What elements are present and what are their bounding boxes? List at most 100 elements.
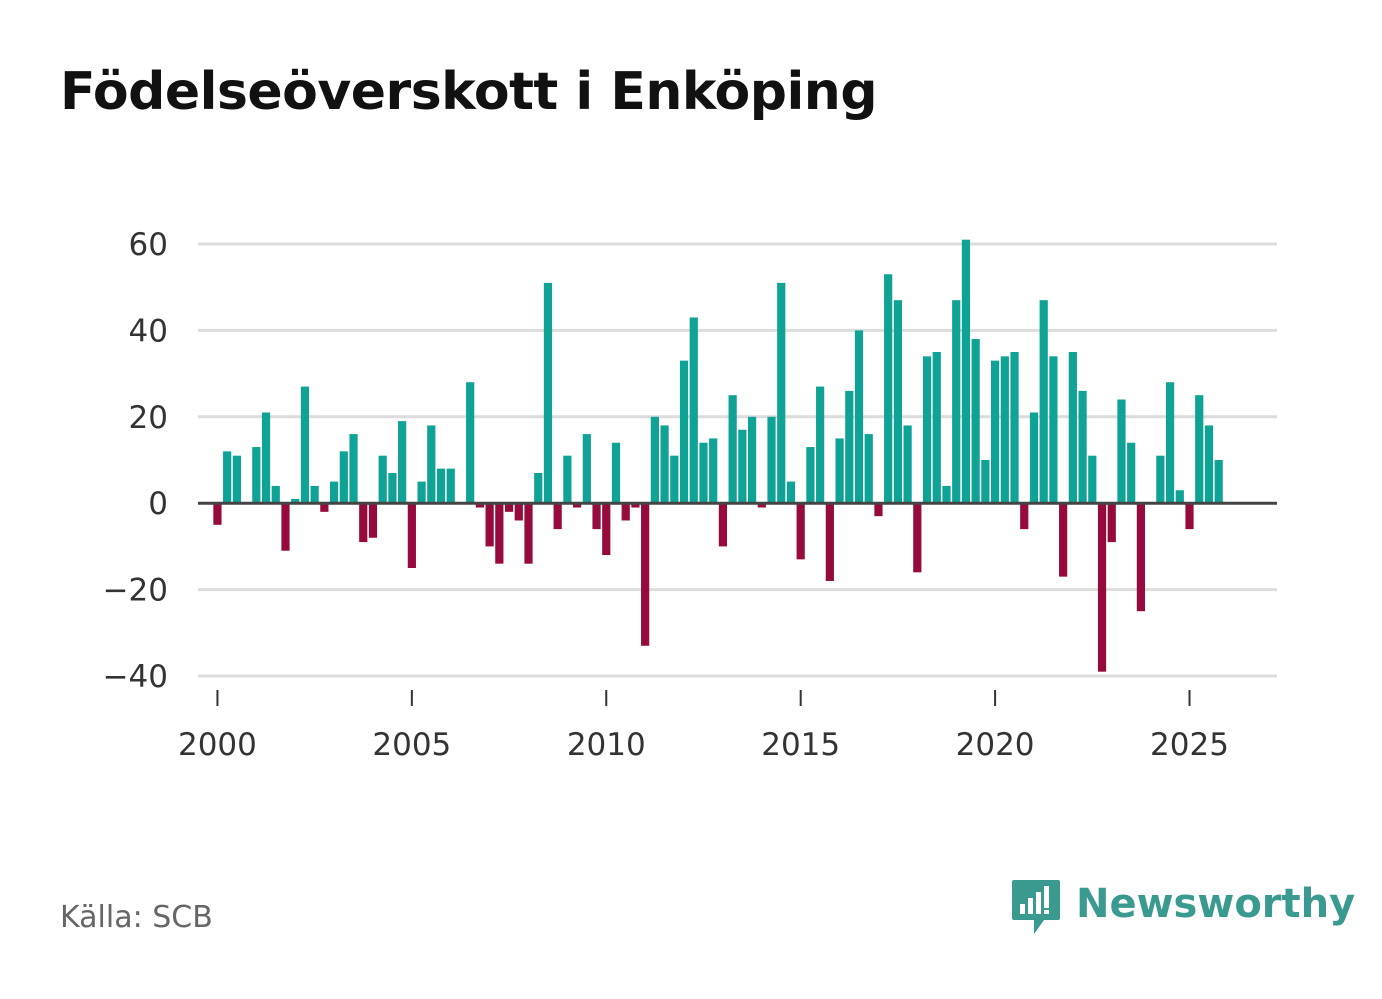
bar (631, 503, 640, 508)
bar (718, 503, 728, 547)
bar (1020, 503, 1029, 530)
bar (884, 274, 893, 504)
bar (1127, 442, 1136, 504)
bar (475, 503, 484, 508)
bar (427, 425, 436, 504)
bar (913, 503, 922, 573)
bar (679, 360, 689, 504)
x-tick-label: 2025 (1150, 727, 1229, 763)
bar (232, 455, 241, 504)
bar (495, 503, 504, 564)
bar (777, 282, 786, 504)
bar (796, 503, 805, 560)
bar (1049, 356, 1058, 504)
bar (699, 442, 708, 504)
bar (1136, 503, 1146, 612)
bar (1010, 352, 1019, 504)
bar (845, 390, 854, 504)
y-axis-ticks: 60 40 20 0 −20 −40 (103, 227, 168, 695)
bar (534, 472, 543, 504)
bar (670, 455, 679, 504)
bar (1107, 503, 1116, 543)
bar (971, 339, 980, 504)
bar (922, 356, 932, 504)
bar (1088, 455, 1097, 504)
bar (932, 352, 941, 504)
bar (1204, 425, 1214, 504)
newsworthy-icon (1012, 880, 1060, 934)
gridlines (198, 242, 1277, 678)
bar (524, 503, 533, 564)
bar (709, 438, 718, 504)
bar (767, 416, 776, 504)
bar (689, 317, 698, 504)
bar (621, 503, 630, 521)
bar (417, 481, 426, 504)
bar (602, 503, 611, 556)
bars (213, 239, 1223, 672)
bar (407, 503, 416, 568)
x-tick-label: 2010 (567, 727, 646, 763)
chart-svg: 60 40 20 0 −20 −40 2000 2005 2010 2015 2020 2025 (103, 227, 1277, 763)
brand-name: Newsworthy (1076, 881, 1356, 927)
bar (573, 503, 582, 508)
bar (349, 434, 358, 504)
bar (466, 382, 475, 504)
bar (485, 503, 494, 547)
bar (368, 503, 378, 538)
bar (1078, 390, 1087, 504)
x-tick-label: 2020 (956, 727, 1035, 763)
bar (339, 451, 348, 504)
bar (641, 503, 650, 646)
y-tick-label: −20 (103, 573, 168, 609)
bar (1000, 356, 1009, 504)
bar (864, 434, 873, 504)
bar (738, 429, 747, 504)
bar (378, 455, 387, 504)
y-tick-label: −40 (103, 659, 168, 695)
bar (271, 485, 280, 504)
bar (1029, 412, 1039, 504)
x-axis-ticks: 2000 2005 2010 2015 2020 2025 (178, 690, 1229, 763)
bar (1214, 460, 1223, 504)
bar (514, 503, 523, 521)
bar (223, 451, 232, 504)
bar (592, 503, 601, 530)
bar (835, 438, 844, 504)
bar (747, 416, 757, 504)
bar (504, 503, 514, 512)
x-tick-label: 2015 (761, 727, 840, 763)
brand-logo: Newsworthy (1010, 878, 1355, 940)
chart-title: Födelseöverskott i Enköping (60, 62, 878, 122)
bar (359, 503, 368, 543)
bar (582, 434, 591, 504)
bar (1068, 352, 1077, 504)
bar (728, 395, 737, 504)
x-tick-label: 2005 (372, 727, 451, 763)
bar (854, 330, 864, 504)
bar (991, 360, 1000, 504)
bar (388, 472, 397, 504)
bar (261, 412, 271, 504)
bar (329, 481, 339, 504)
bar (1156, 455, 1165, 504)
bar (961, 239, 971, 504)
x-tick-label: 2000 (178, 727, 257, 763)
bar (1097, 503, 1107, 672)
bar (660, 425, 669, 504)
bar (981, 460, 990, 504)
bar (757, 503, 766, 508)
bar (611, 442, 621, 504)
bar (300, 386, 310, 504)
bar (291, 498, 300, 504)
bar (786, 481, 796, 504)
bar (1117, 399, 1126, 504)
bar (806, 447, 815, 504)
bar (903, 425, 912, 504)
bar (320, 503, 329, 512)
bar (942, 485, 951, 504)
bar (553, 503, 562, 530)
y-tick-label: 40 (129, 313, 168, 349)
bar (1165, 382, 1175, 504)
bar (436, 468, 446, 504)
